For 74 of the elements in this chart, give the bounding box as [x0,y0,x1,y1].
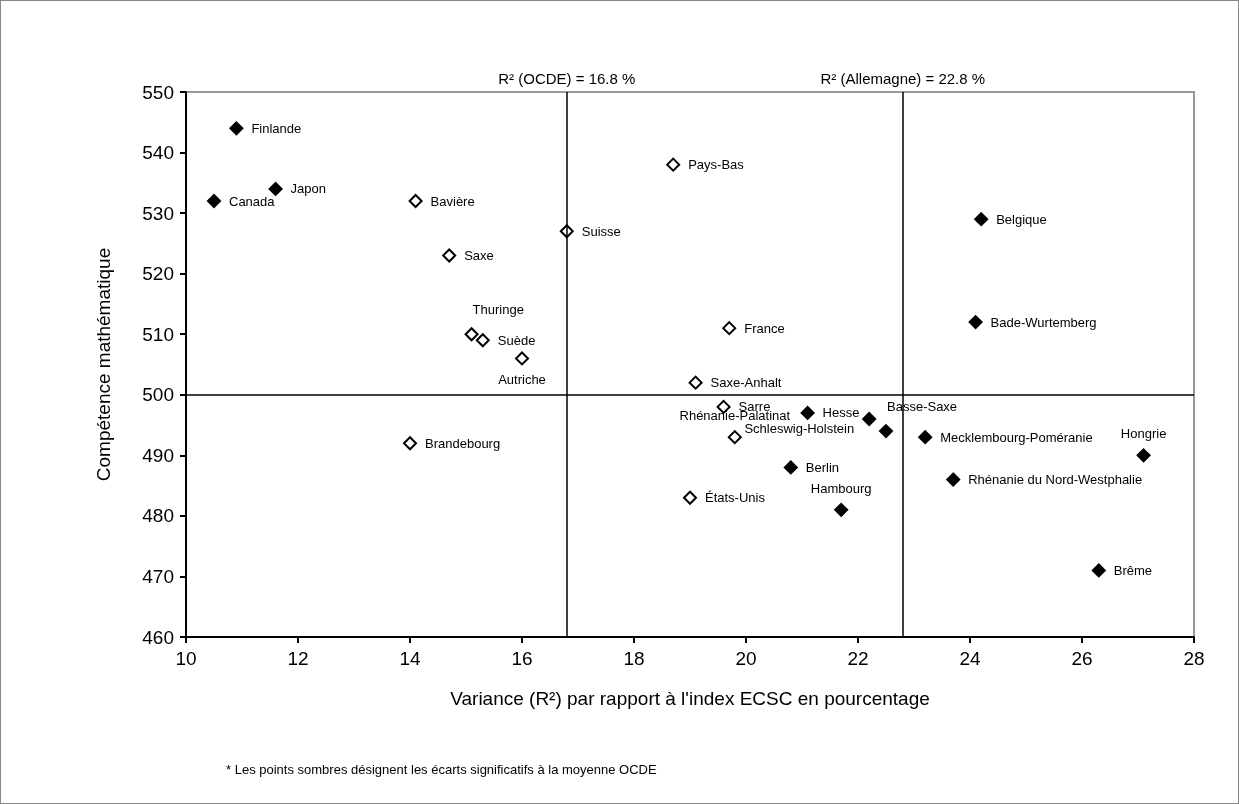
ref-line-label: R² (Allemagne) = 22.8 % [820,70,986,87]
point [918,430,933,445]
annotation: Suède [497,332,536,348]
annotation: Canada [229,193,276,209]
point [968,315,983,330]
point [783,460,798,475]
point [727,430,742,445]
x-tick-label: 26 [1071,648,1093,669]
point [666,157,681,172]
y-axis-title: Compétence mathématique [92,247,114,482]
annotation: Schleswig-Holstein [744,421,855,436]
annotation: Autriche [498,372,546,388]
point [229,121,244,136]
y-tick-label: 520 [142,263,174,285]
text: * Les points sombres désignent les écarts significatifs à la moyenne OCDE [226,762,657,777]
annotation: Rhénanie du Nord-Westphalie [968,472,1143,488]
x-tick-label: 12 [287,648,309,669]
y-tick-label: 460 [142,626,174,648]
annotation: Hambourg [810,480,872,496]
point [800,405,815,420]
x-tick-label: 22 [847,648,869,669]
point [408,194,423,208]
point [515,351,529,366]
annotation: Suisse [581,223,621,239]
x-tick-label: 14 [399,648,421,669]
annotation: Belgique [996,211,1047,227]
x-tick-label: 10 [175,648,197,669]
annotation: Pays-Bas [688,157,745,173]
y-tick-label: 470 [142,565,174,587]
point [834,502,849,517]
annotation: Saxe [464,248,494,263]
annotation: Hesse [822,405,860,421]
annotation: Brandebourg [425,435,501,451]
point [722,321,737,336]
point [403,436,417,451]
annotation: Finlande [251,120,302,136]
y-tick-label: 530 [142,202,174,224]
point [946,472,961,487]
x-tick-label: 20 [735,648,757,669]
point [464,327,479,342]
annotation: France [744,320,785,336]
x-tick-label: 24 [959,648,981,669]
point [442,248,457,263]
annotation: Bavière [430,193,475,209]
annotation: États-Unis [705,490,766,506]
annotation: Brême [1113,562,1153,578]
annotation: Mecklembourg-Poméranie [940,429,1093,445]
point [475,333,490,348]
y-tick-label: 500 [142,384,174,406]
y-tick-label: 490 [142,444,174,466]
point [268,181,283,196]
x-tick-label: 28 [1183,648,1205,669]
point [974,212,989,227]
x-tick-label: 18 [623,648,645,669]
annotation: Japon [290,181,327,197]
y-tick-label: 540 [142,142,174,164]
point [879,424,893,439]
y-tick-label: 480 [142,505,174,527]
annotation: Bade-Wurtemberg [990,314,1097,330]
point [1136,448,1151,463]
ref-line-label: R² (OCDE) = 16.8 % [498,70,636,87]
x-axis-title: Variance (R²) par rapport à l'index ECSC en pourcentage [450,688,930,709]
annotation: Thuringe [472,302,524,318]
x-tick-label: 16 [511,648,533,669]
annotation: Hongrie [1120,426,1167,442]
point [1091,563,1106,578]
y-tick-label: 510 [142,323,174,345]
annotation: Berlin [805,459,840,475]
point [688,375,703,390]
annotation: Saxe-Anhalt [710,375,782,391]
point [683,490,697,505]
y-tick-label: 550 [142,81,174,103]
point [207,194,221,208]
point [862,412,877,426]
